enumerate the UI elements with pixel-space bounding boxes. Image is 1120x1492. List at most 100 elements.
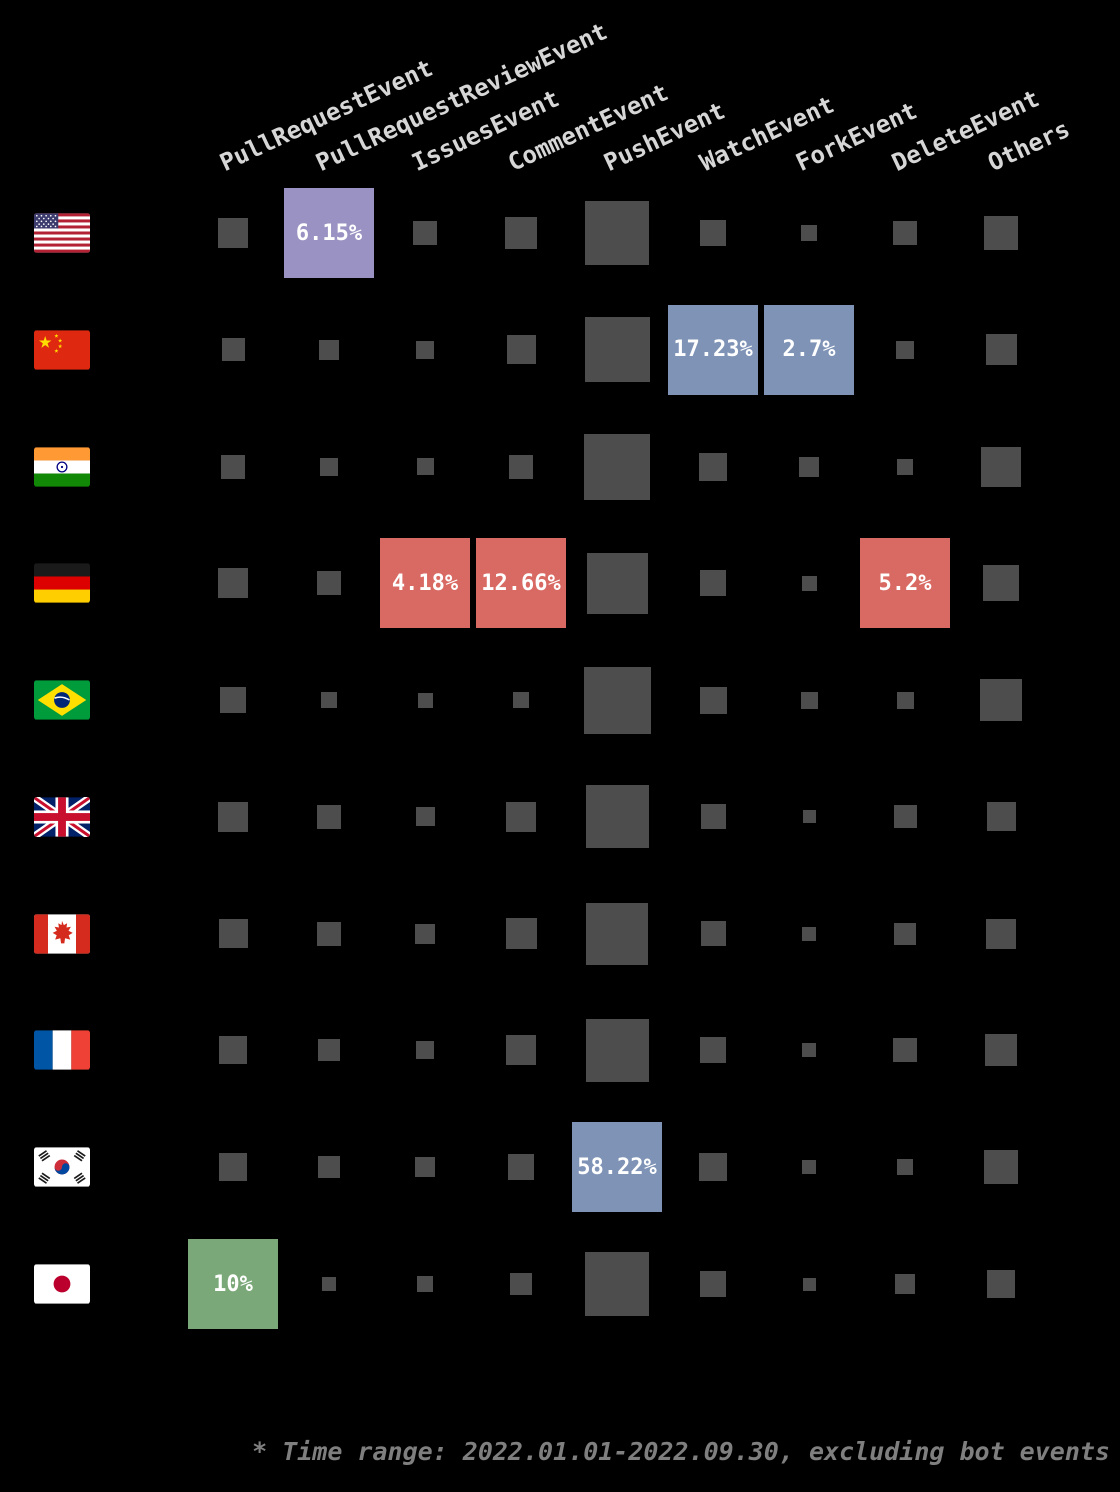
heatmap-cell bbox=[416, 1041, 434, 1060]
cell-value-label: 5.2% bbox=[878, 570, 932, 596]
cell-value-label: 4.18% bbox=[391, 570, 459, 596]
heatmap-cell: 58.22% bbox=[572, 1122, 662, 1213]
heatmap-cell bbox=[506, 1035, 536, 1066]
heatmap-cell bbox=[219, 1036, 247, 1065]
heatmap-cell bbox=[987, 1270, 1015, 1299]
flag-de-icon bbox=[34, 563, 90, 603]
heatmap-cell bbox=[321, 692, 337, 709]
heatmap-cell bbox=[586, 552, 648, 614]
heatmap-cell bbox=[415, 1157, 435, 1178]
heatmap-cell bbox=[985, 1034, 1017, 1067]
heatmap-cell bbox=[320, 457, 338, 476]
heatmap-cell: 4.18% bbox=[380, 538, 470, 629]
heatmap-cell bbox=[318, 1156, 340, 1179]
heatmap-cell bbox=[802, 810, 816, 824]
heatmap-cell bbox=[986, 802, 1016, 832]
heatmap-cell bbox=[415, 923, 435, 944]
heatmap-cell bbox=[319, 339, 339, 360]
heatmap-cell bbox=[895, 1274, 915, 1295]
heatmap-cell bbox=[585, 1252, 649, 1317]
heatmap-cell bbox=[584, 433, 650, 500]
heatmap-cell bbox=[218, 801, 248, 832]
heatmap-cell bbox=[415, 807, 435, 827]
heatmap-cell bbox=[513, 692, 529, 709]
flag-ca-icon bbox=[34, 914, 90, 954]
heatmap-cell bbox=[893, 1038, 917, 1063]
flag-jp-icon bbox=[34, 1264, 90, 1304]
heatmap-cell bbox=[585, 201, 649, 265]
heatmap-cell bbox=[894, 922, 916, 945]
heatmap-cell bbox=[221, 454, 245, 479]
heatmap-cell bbox=[416, 340, 434, 359]
heatmap-cell bbox=[800, 691, 818, 709]
cell-value-label: 2.7% bbox=[782, 337, 836, 363]
heatmap-cell bbox=[585, 785, 649, 849]
heatmap-cell bbox=[510, 1273, 532, 1296]
heatmap-cell bbox=[317, 921, 341, 946]
heatmap-cell bbox=[318, 1039, 340, 1062]
heatmap-cell bbox=[505, 217, 537, 249]
heatmap-cell bbox=[584, 317, 650, 383]
heatmap-cell bbox=[417, 1276, 433, 1293]
flag-br-icon bbox=[34, 680, 90, 720]
heatmap-cell bbox=[699, 686, 727, 714]
heatmap-cell bbox=[586, 902, 648, 965]
heatmap-cell bbox=[508, 1154, 534, 1181]
heatmap-cell bbox=[219, 1153, 247, 1182]
heatmap-cell bbox=[799, 456, 819, 477]
heatmap-cell bbox=[416, 458, 434, 476]
heatmap-cell bbox=[583, 666, 651, 734]
heatmap-cell bbox=[700, 921, 726, 947]
heatmap-cell bbox=[986, 918, 1016, 949]
cell-value-label: 58.22% bbox=[577, 1154, 657, 1180]
heatmap-cell bbox=[984, 216, 1018, 250]
heatmap-cell bbox=[218, 919, 248, 949]
footnote: * Time range: 2022.01.01-2022.09.30, exc… bbox=[252, 1437, 1110, 1466]
heatmap-cell bbox=[893, 805, 917, 829]
heatmap-cell bbox=[897, 458, 913, 475]
heatmap-cell bbox=[985, 334, 1017, 366]
heatmap-cell bbox=[802, 1043, 816, 1058]
heatmap-cell bbox=[700, 1271, 726, 1298]
heatmap-cell: 10% bbox=[188, 1239, 278, 1330]
heatmap-cell bbox=[893, 221, 917, 245]
heatmap-cell bbox=[413, 221, 437, 245]
flag-gb-icon bbox=[34, 796, 90, 837]
heatmap-cell bbox=[506, 801, 536, 832]
heatmap-cell bbox=[980, 679, 1022, 722]
heatmap-cell bbox=[220, 687, 246, 714]
heatmap-cell: 6.15% bbox=[284, 188, 374, 278]
heatmap-cell bbox=[585, 1018, 649, 1082]
heatmap-cell bbox=[221, 338, 245, 362]
heatmap-cell bbox=[700, 1037, 726, 1064]
heatmap-cell bbox=[505, 918, 537, 950]
heatmap-cell bbox=[506, 335, 536, 365]
heatmap-cell bbox=[802, 1160, 816, 1175]
heatmap-cell bbox=[700, 804, 726, 830]
heatmap-cell bbox=[317, 804, 341, 829]
heatmap-cell bbox=[322, 1277, 336, 1292]
heatmap-cell bbox=[218, 568, 248, 599]
heatmap-cell: 12.66% bbox=[476, 538, 566, 629]
cell-value-label: 10% bbox=[213, 1271, 253, 1297]
heatmap-cell bbox=[802, 926, 816, 941]
heatmap-cell bbox=[802, 1277, 816, 1291]
cell-value-label: 6.15% bbox=[295, 220, 363, 246]
heatmap-cell: 2.7% bbox=[764, 304, 854, 395]
heatmap-cell bbox=[981, 446, 1021, 487]
heatmap-cell bbox=[699, 452, 727, 481]
flag-us-icon bbox=[34, 213, 90, 253]
heatmap-cell bbox=[509, 454, 533, 479]
flag-kr-icon bbox=[34, 1147, 90, 1187]
heatmap-cell: 5.2% bbox=[860, 538, 950, 629]
heatmap-cell bbox=[897, 1159, 913, 1176]
heatmap-cell bbox=[218, 218, 248, 248]
heatmap-cell bbox=[801, 225, 817, 241]
heatmap-cell bbox=[700, 220, 726, 246]
heatmap-cell bbox=[984, 1150, 1018, 1185]
heatmap-cell bbox=[699, 1153, 727, 1182]
cell-value-label: 12.66% bbox=[481, 570, 561, 596]
flag-cn-icon bbox=[34, 330, 90, 370]
heatmap-cell bbox=[317, 571, 341, 596]
